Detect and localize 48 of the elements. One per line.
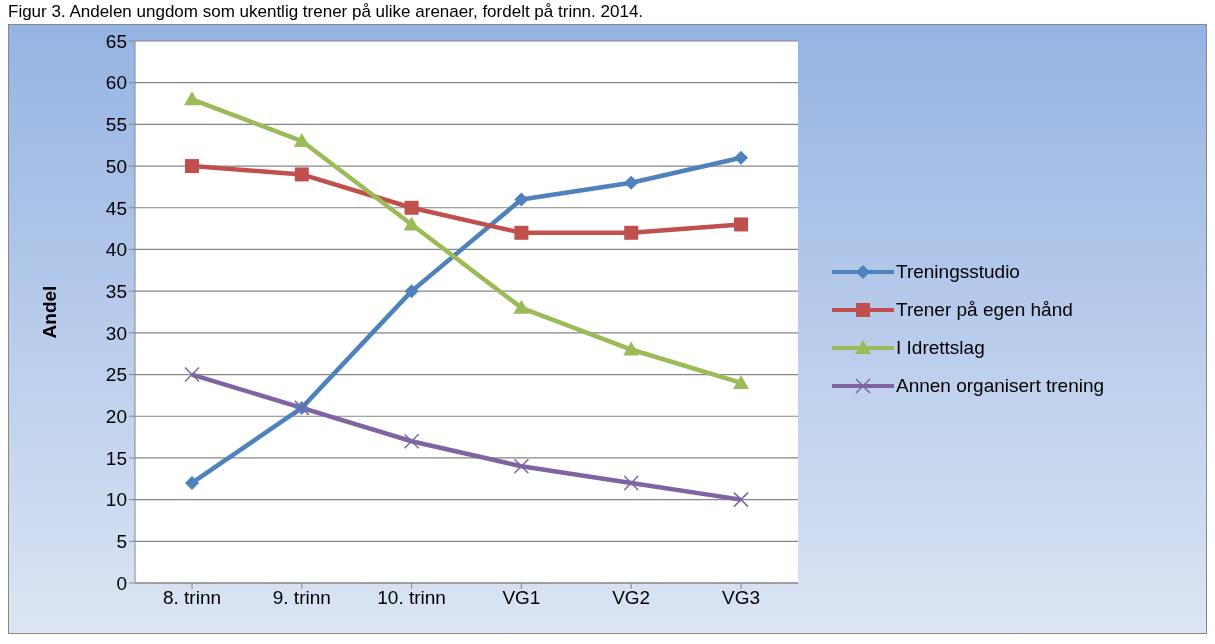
y-tick-label: 45 xyxy=(105,197,127,219)
point xyxy=(624,175,639,190)
point xyxy=(294,167,309,182)
point xyxy=(403,216,420,231)
y-tick-label: 30 xyxy=(105,322,127,344)
point xyxy=(293,133,310,148)
point xyxy=(513,458,530,475)
point xyxy=(734,217,748,232)
legend-label: I Idrettslag xyxy=(896,337,985,359)
point xyxy=(404,284,419,299)
chart-title: Figur 3. Andelen ungdom som ukentlig trener på ulike arenaer, fordelt på trinn. 2014. xyxy=(8,2,645,23)
point xyxy=(184,91,200,106)
y-tick-label: 55 xyxy=(105,114,127,136)
y-tick-label: 60 xyxy=(105,72,127,94)
legend-label: Trener på egen hånd xyxy=(896,299,1073,321)
x-tick-label: VG3 xyxy=(721,587,761,609)
x-tick-label: 8. trinn xyxy=(162,587,222,609)
y-tick-label: 15 xyxy=(105,447,127,469)
y-tick-label: 35 xyxy=(105,280,127,302)
point xyxy=(403,433,420,449)
legend-label: Annen organisert trening xyxy=(896,375,1105,397)
y-axis-title: Andel xyxy=(38,285,60,339)
y-tick-label: 10 xyxy=(105,489,127,511)
x-tick-label: 10. trinn xyxy=(377,587,446,609)
point xyxy=(404,200,419,215)
y-tick-label: 65 xyxy=(105,30,127,52)
y-tick-label: 5 xyxy=(116,531,127,553)
y-tick-label: 50 xyxy=(105,155,127,177)
point xyxy=(185,159,199,174)
point xyxy=(513,299,530,314)
point xyxy=(623,475,639,491)
point xyxy=(624,225,639,240)
point xyxy=(733,491,749,508)
point xyxy=(514,225,529,240)
point xyxy=(623,341,640,356)
y-tick-label: 20 xyxy=(105,405,127,427)
y-tick-label: 25 xyxy=(105,364,127,386)
point xyxy=(185,475,199,490)
x-tick-label: VG1 xyxy=(502,587,541,609)
point xyxy=(733,374,749,389)
y-tick-label: 40 xyxy=(105,239,127,261)
x-tick-label: 9. trinn xyxy=(272,587,331,609)
x-tick-label: VG2 xyxy=(612,587,651,609)
point xyxy=(514,192,529,207)
point xyxy=(734,150,748,165)
y-tick-label: 0 xyxy=(116,572,127,594)
point xyxy=(184,366,200,383)
legend-label: Treningsstudio xyxy=(896,261,1020,283)
